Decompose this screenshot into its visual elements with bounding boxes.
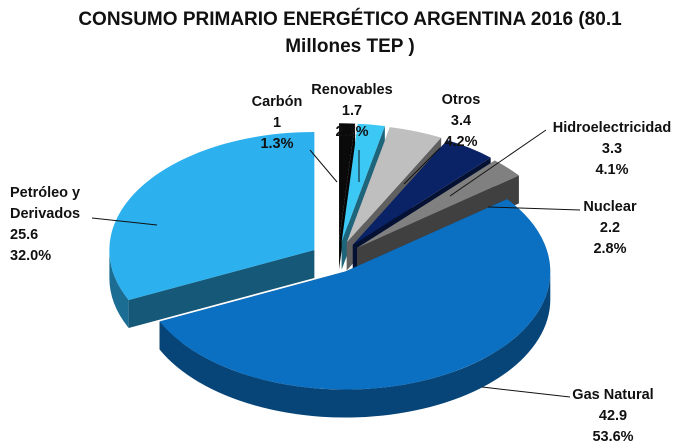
label-percent: 4.2% bbox=[444, 134, 478, 150]
slice bbox=[109, 131, 315, 328]
pie-slice bbox=[357, 160, 519, 248]
label-value: 2.2 bbox=[599, 220, 621, 236]
slice-side bbox=[109, 249, 129, 328]
leader-line bbox=[309, 149, 338, 183]
label-percent: 32.0% bbox=[10, 248, 52, 264]
pie-slice bbox=[109, 131, 315, 300]
data-label: Otros 3.4 4.2% bbox=[411, 90, 511, 153]
label-value: 3.4 bbox=[450, 113, 472, 129]
label-percent: 2.8% bbox=[593, 241, 627, 257]
label-percent: 2.1% bbox=[335, 124, 369, 140]
label-value: 1 bbox=[272, 115, 282, 131]
label-value: 25.6 bbox=[10, 227, 39, 243]
data-label: Gas Natural 42.9 53.6% bbox=[558, 385, 668, 448]
label-category: Petróleo y Derivados bbox=[10, 185, 81, 222]
pie-slice bbox=[159, 199, 551, 390]
data-label: Hidroelectricidad 3.3 4.1% bbox=[542, 118, 682, 181]
label-value: 1.7 bbox=[341, 103, 363, 119]
data-label: Petróleo y Derivados 25.6 32.0% bbox=[10, 183, 100, 267]
label-percent: 53.6% bbox=[592, 429, 634, 445]
data-label: Carbón 1 1.3% bbox=[232, 92, 322, 155]
leader-line bbox=[481, 386, 571, 398]
label-percent: 1.3% bbox=[260, 136, 294, 152]
pie-slice bbox=[346, 127, 442, 243]
data-label: Nuclear 2.2 2.8% bbox=[570, 197, 650, 260]
slice bbox=[159, 199, 551, 418]
label-category: Carbón bbox=[251, 94, 303, 110]
label-category: Gas Natural bbox=[572, 387, 654, 403]
label-value: 42.9 bbox=[598, 408, 628, 424]
data-label: Renovables 1.7 2.1% bbox=[302, 80, 402, 143]
label-percent: 4.1% bbox=[595, 162, 629, 178]
pie-slice bbox=[352, 140, 491, 245]
slice-side bbox=[159, 271, 551, 418]
pie-slice bbox=[341, 123, 385, 242]
leader-line bbox=[449, 129, 547, 197]
leader-line bbox=[403, 147, 441, 185]
slice-radial-side bbox=[128, 249, 315, 328]
label-category: Renovables bbox=[311, 82, 393, 98]
leader-line bbox=[487, 206, 581, 211]
label-category: Nuclear bbox=[583, 199, 637, 215]
label-category: Otros bbox=[441, 92, 481, 108]
label-value: 3.3 bbox=[601, 141, 623, 157]
leader-line bbox=[91, 217, 158, 226]
label-category: Hidroelectricidad bbox=[552, 120, 672, 136]
chart-title: CONSUMO PRIMARIO ENERGÉTICO ARGENTINA 20… bbox=[78, 9, 622, 57]
pie-slice bbox=[339, 123, 356, 242]
